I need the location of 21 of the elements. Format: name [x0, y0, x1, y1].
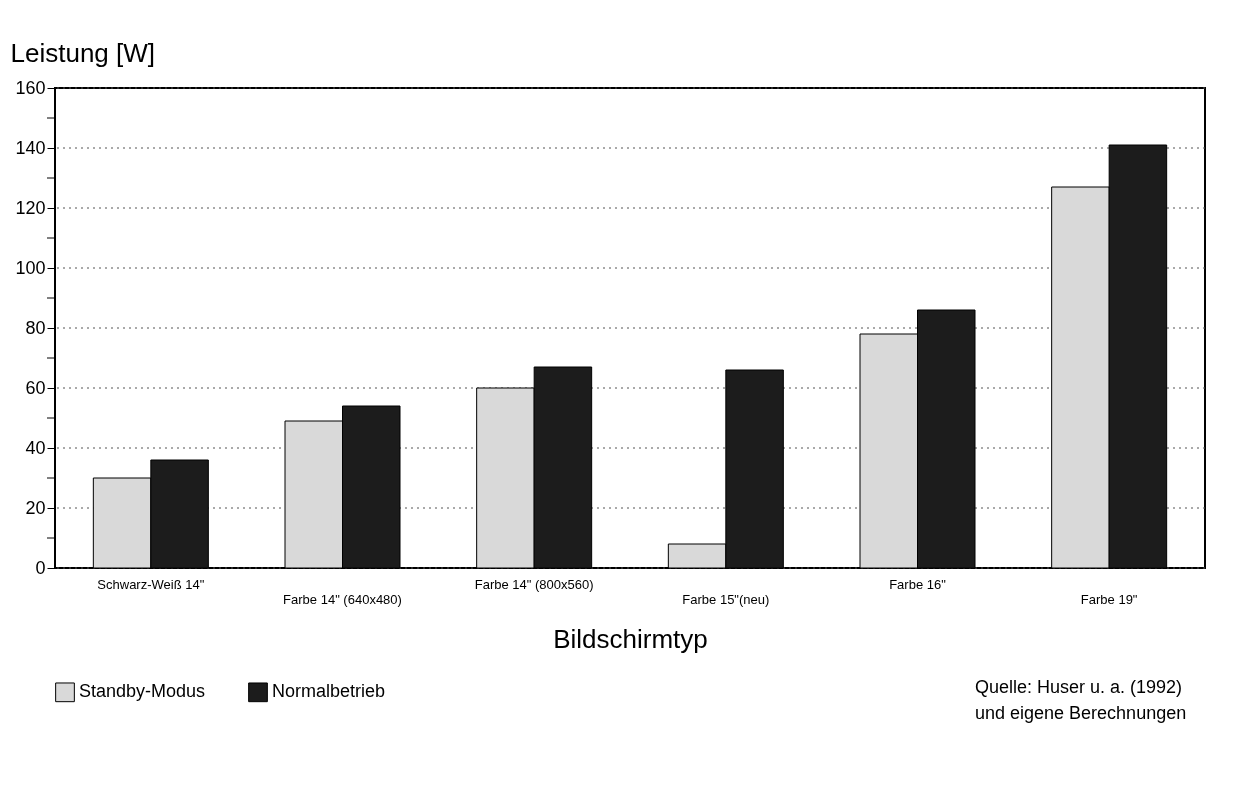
- y-tick-label: 100: [15, 257, 46, 278]
- x-axis-title: Bildschirmtyp: [553, 623, 708, 654]
- y-tick-label: 40: [25, 437, 46, 458]
- x-tick-label: Schwarz-Weiß 14": [97, 576, 205, 592]
- legend-label: Normalbetrieb: [272, 681, 386, 702]
- y-tick-label: 20: [25, 497, 46, 518]
- text: und eigene Berechnungen: [975, 703, 1187, 723]
- y-axis-title: Leistung [W]: [10, 37, 156, 68]
- y-tick-label: 120: [15, 197, 46, 218]
- y-tick-label: 60: [25, 377, 46, 398]
- legend-label: Standby-Modus: [79, 681, 206, 702]
- x-tick-label: Farbe 19": [1080, 591, 1138, 607]
- source-note: Quelle: Huser u. a. (1992): [975, 677, 1183, 697]
- y-tick-label: 160: [15, 77, 46, 98]
- y-tick-label: 0: [35, 557, 46, 578]
- x-tick-label: Farbe 15"(neu): [682, 591, 770, 607]
- x-tick-label: Farbe 16": [889, 576, 947, 592]
- x-tick-label: Farbe 14" (640x480): [283, 591, 402, 607]
- y-tick-label: 80: [25, 317, 46, 338]
- x-tick-label: Farbe 14" (800x560): [474, 576, 594, 592]
- y-tick-label: 140: [15, 137, 46, 158]
